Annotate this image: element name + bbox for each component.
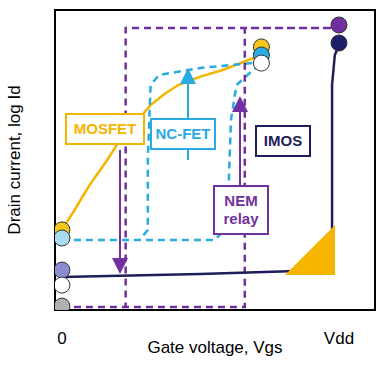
svg-text:0: 0 — [57, 329, 66, 348]
svg-text:Drain current, log Id: Drain current, log Id — [8, 85, 24, 234]
svg-text:Gate voltage, Vgs: Gate voltage, Vgs — [147, 338, 282, 357]
html-text:NC-FET: NC-FET — [155, 125, 211, 142]
html-text:NEM relay: NEM relay — [223, 192, 259, 227]
html-text:MOSFET: MOSFET — [73, 120, 137, 137]
svg-text:Vdd: Vdd — [324, 329, 354, 348]
html-text:IMOS: IMOS — [263, 132, 303, 149]
